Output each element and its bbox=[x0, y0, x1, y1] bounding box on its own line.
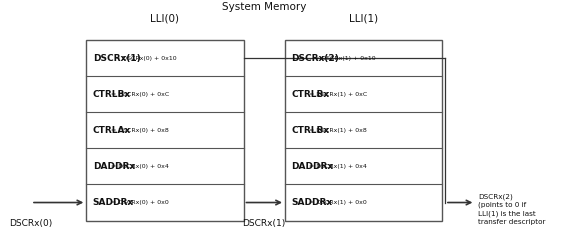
Text: = DSCRx(1) + 0x10: = DSCRx(1) + 0x10 bbox=[314, 56, 376, 61]
Text: LLI(1): LLI(1) bbox=[349, 13, 378, 24]
Text: SADDRx: SADDRx bbox=[93, 198, 134, 207]
Text: CTRLBx: CTRLBx bbox=[292, 90, 330, 99]
Text: = DSCRx(1) + 0xC: = DSCRx(1) + 0xC bbox=[309, 92, 368, 97]
Text: DSCRx(1): DSCRx(1) bbox=[93, 54, 140, 63]
Text: DSCRx(0): DSCRx(0) bbox=[10, 219, 53, 228]
Text: CTRLBx: CTRLBx bbox=[93, 90, 131, 99]
Text: = DSCRx(0) + 0x4: = DSCRx(0) + 0x4 bbox=[111, 164, 169, 169]
Text: System Memory: System Memory bbox=[222, 2, 306, 12]
Bar bbox=[86, 40, 243, 220]
Text: DSCRx(1): DSCRx(1) bbox=[243, 219, 286, 228]
Text: LLI(0): LLI(0) bbox=[151, 13, 179, 24]
Text: = DSCRx(1) + 0x0: = DSCRx(1) + 0x0 bbox=[309, 200, 367, 205]
Text: CTRLBx: CTRLBx bbox=[292, 126, 330, 135]
Text: DSCRx(2)
(points to 0 if
LLI(1) is the last
transfer descriptor: DSCRx(2) (points to 0 if LLI(1) is the l… bbox=[478, 193, 546, 224]
Bar bbox=[285, 40, 442, 220]
Text: CTRLAx: CTRLAx bbox=[93, 126, 131, 135]
Text: = DSCRx(1) + 0x8: = DSCRx(1) + 0x8 bbox=[309, 128, 367, 133]
Text: = DSCRx(1) + 0x4: = DSCRx(1) + 0x4 bbox=[309, 164, 367, 169]
Text: = DSCRx(0) + 0xC: = DSCRx(0) + 0xC bbox=[111, 92, 169, 97]
Text: SADDRx: SADDRx bbox=[292, 198, 333, 207]
Text: DSCRx(2): DSCRx(2) bbox=[292, 54, 339, 63]
Text: = DSCRx(0) + 0x8: = DSCRx(0) + 0x8 bbox=[111, 128, 168, 133]
Text: = DSCRx(0) + 0x0: = DSCRx(0) + 0x0 bbox=[111, 200, 168, 205]
Text: = DSCRx(0) + 0x10: = DSCRx(0) + 0x10 bbox=[116, 56, 177, 61]
Text: DADDRx: DADDRx bbox=[93, 162, 135, 171]
Text: DADDRx: DADDRx bbox=[292, 162, 334, 171]
